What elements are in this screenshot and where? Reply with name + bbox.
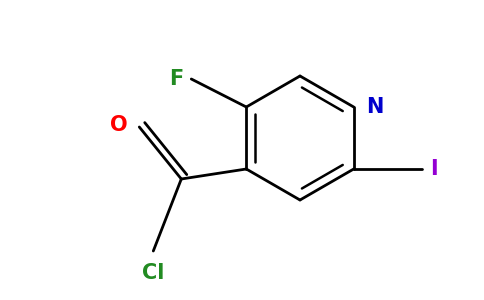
- Text: O: O: [110, 115, 127, 135]
- Text: N: N: [366, 97, 383, 117]
- Text: I: I: [430, 159, 438, 179]
- Text: F: F: [169, 69, 183, 89]
- Text: Cl: Cl: [142, 263, 165, 283]
